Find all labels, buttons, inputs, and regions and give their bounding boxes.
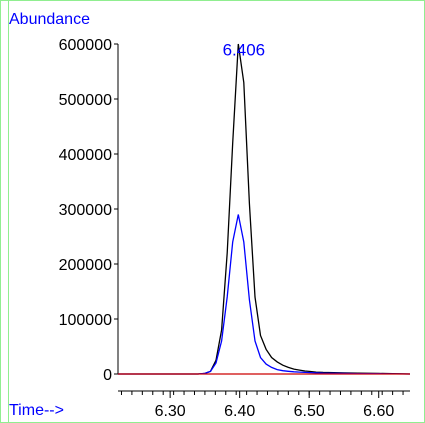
series-line <box>118 43 411 375</box>
x-tick-label: 6.60 <box>363 403 394 420</box>
y-axis-ticks: 0 100000 200000 300000 400000 500000 600000 <box>59 37 118 384</box>
y-tick-label: 200000 <box>59 257 112 274</box>
x-tick-label: 6.50 <box>294 403 325 420</box>
series-layer <box>118 43 411 375</box>
y-tick-label: 300000 <box>59 202 112 219</box>
x-tick-label: 6.30 <box>155 403 186 420</box>
y-tick-label: 400000 <box>59 147 112 164</box>
x-tick-label: 6.40 <box>224 403 255 420</box>
y-tick-label: 100000 <box>59 312 112 329</box>
y-tick-label: 600000 <box>59 37 112 54</box>
series-line <box>118 214 411 375</box>
y-tick-label: 500000 <box>59 92 112 109</box>
x-axis-label: Time--> <box>9 402 64 419</box>
peak-label: 6.406 <box>223 41 266 60</box>
x-axis-ticks: 6.30 6.40 6.50 6.60 <box>120 391 404 420</box>
y-tick-label: 0 <box>103 367 112 384</box>
y-axis-label: Abundance <box>9 11 90 28</box>
